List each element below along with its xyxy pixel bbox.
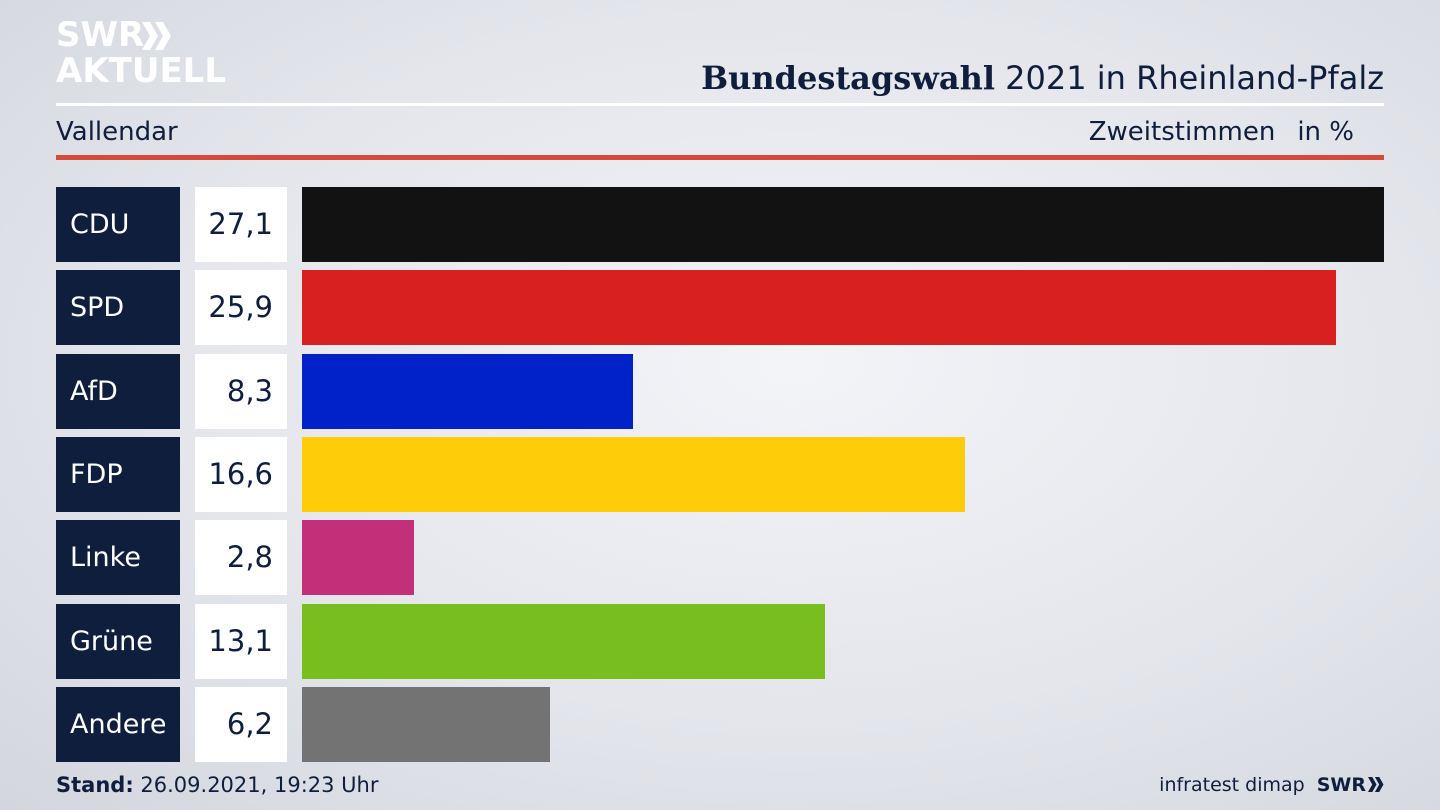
party-label: Linke — [56, 520, 180, 596]
party-label: Andere — [56, 686, 180, 762]
logo-text-aktuell: AKTUELL — [56, 51, 227, 91]
bar — [302, 353, 633, 429]
accent-divider — [56, 155, 1384, 160]
value-label: 16,6 — [195, 436, 287, 512]
party-label: Grüne — [56, 603, 180, 679]
swr-aktuell-logo: SWR AKTUELL — [56, 16, 226, 92]
double-chevron-icon — [1368, 777, 1384, 792]
stand-value: 26.09.2021, 19:23 Uhr — [133, 773, 379, 797]
measure-label: Zweitstimmen in % — [1089, 114, 1354, 150]
value-label: 8,3 — [195, 353, 287, 429]
source-brand: SWR — [1316, 774, 1366, 796]
bar — [302, 520, 414, 596]
party-label: CDU — [56, 187, 180, 262]
value-label: 2,8 — [195, 520, 287, 596]
logo-text-swr: SWR — [56, 15, 145, 55]
value-label: 25,9 — [195, 270, 287, 346]
value-label: 6,2 — [195, 686, 287, 762]
unit-label: in % — [1297, 117, 1354, 147]
stand-label: Stand: — [56, 773, 134, 797]
chart-title: Bundestagswahl 2021 in Rheinland-Pfalz — [701, 58, 1384, 98]
header-divider — [56, 103, 1384, 106]
bar — [302, 270, 1336, 346]
double-chevron-icon — [142, 22, 171, 50]
title-rest: 2021 in Rheinland-Pfalz — [995, 59, 1384, 97]
bar — [302, 603, 825, 679]
vote-type-label: Zweitstimmen — [1088, 117, 1276, 147]
value-label: 13,1 — [195, 603, 287, 679]
source-credit: infratest dimap SWR — [1159, 770, 1384, 800]
region-label: Vallendar — [56, 117, 178, 147]
bar — [302, 436, 965, 512]
party-label: SPD — [56, 270, 180, 346]
timestamp: Stand: 26.09.2021, 19:23 Uhr — [56, 770, 379, 800]
party-label: FDP — [56, 436, 180, 512]
bar — [302, 686, 550, 762]
bar — [302, 187, 1384, 262]
party-label: AfD — [56, 353, 180, 429]
source-label: infratest dimap — [1159, 774, 1305, 796]
title-bold: Bundestagswahl — [701, 59, 995, 97]
value-label: 27,1 — [195, 187, 287, 262]
